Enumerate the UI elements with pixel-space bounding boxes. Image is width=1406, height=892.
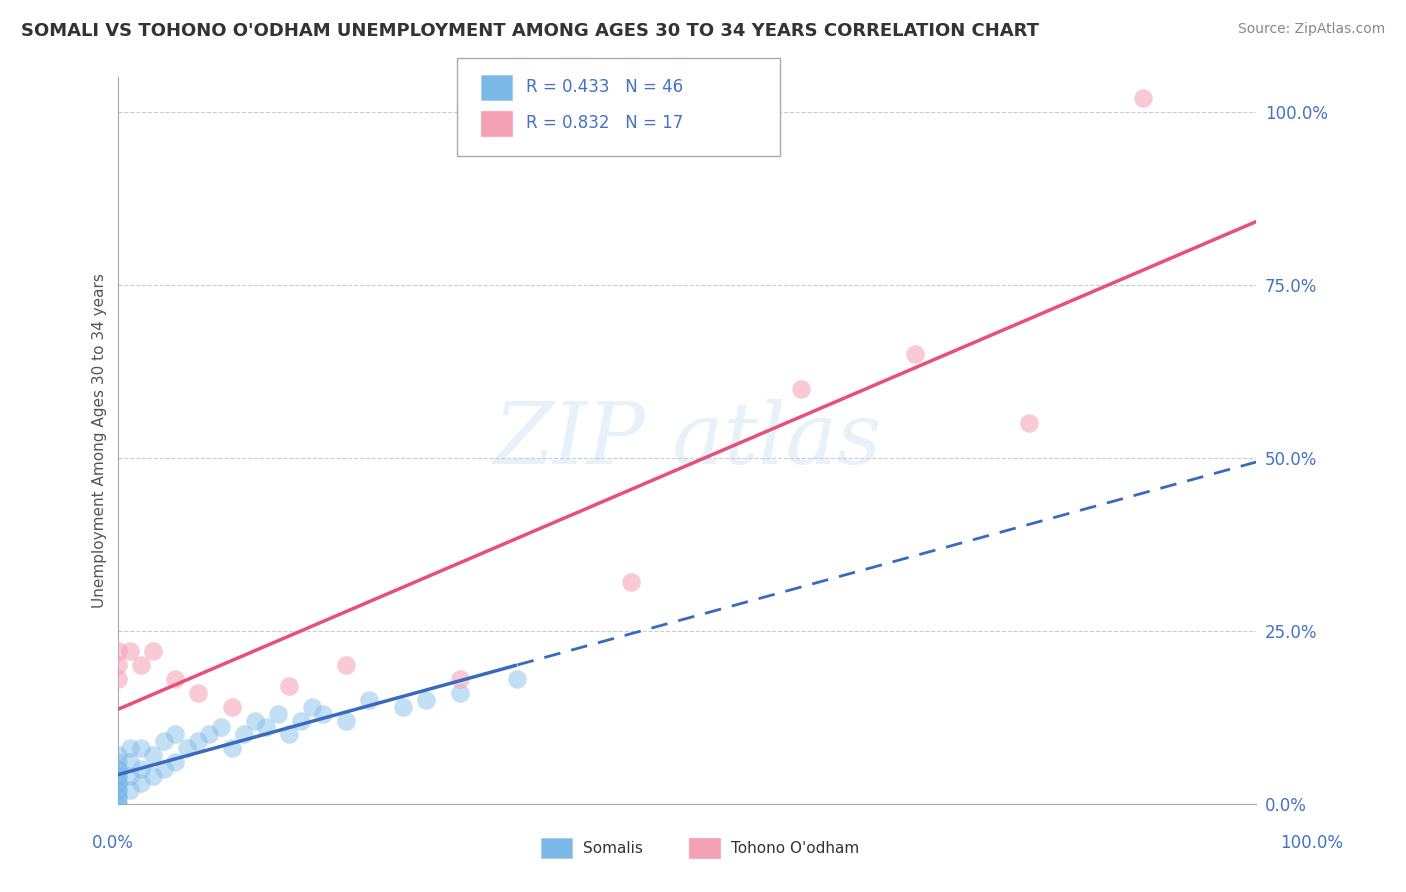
Point [209,721,232,735]
Text: 100.0%: 100.0% [1279,834,1343,852]
Point [221,741,243,756]
Point [107,769,129,783]
Point [232,727,254,741]
Point [278,679,301,693]
Point [312,706,335,721]
Point [107,644,129,658]
Point [107,762,129,776]
Text: SOMALI VS TOHONO O'ODHAM UNEMPLOYMENT AMONG AGES 30 TO 34 YEARS CORRELATION CHAR: SOMALI VS TOHONO O'ODHAM UNEMPLOYMENT AM… [21,22,1039,40]
Point [198,727,221,741]
Text: R = 0.832   N = 17: R = 0.832 N = 17 [526,114,683,132]
Point [267,706,290,721]
Point [107,762,129,776]
Point [357,693,380,707]
Point [107,776,129,790]
Point [187,734,209,748]
Point [278,727,301,741]
Point [129,658,152,673]
Point [129,776,152,790]
Point [290,714,312,728]
Point [790,382,813,396]
Point [107,797,129,811]
Point [107,755,129,769]
Point [118,741,141,756]
Text: Source: ZipAtlas.com: Source: ZipAtlas.com [1237,22,1385,37]
Point [165,755,187,769]
Point [118,644,141,658]
Point [392,699,415,714]
Point [254,721,277,735]
Point [221,699,243,714]
Point [415,693,437,707]
Point [118,782,141,797]
Point [449,686,471,700]
Text: Somalis: Somalis [583,841,644,855]
Point [176,741,198,756]
Point [107,769,129,783]
Text: R = 0.433   N = 46: R = 0.433 N = 46 [526,78,683,96]
Y-axis label: Unemployment Among Ages 30 to 34 years: Unemployment Among Ages 30 to 34 years [93,273,107,608]
Point [118,769,141,783]
Point [449,672,471,686]
Point [904,347,927,361]
Point [107,748,129,763]
Point [107,789,129,804]
Point [107,672,129,686]
Text: Tohono O'odham: Tohono O'odham [731,841,859,855]
Point [107,658,129,673]
Point [107,789,129,804]
Point [142,769,165,783]
Point [107,776,129,790]
Point [129,762,152,776]
Text: 0.0%: 0.0% [91,834,134,852]
Point [1018,416,1040,430]
Point [335,658,357,673]
Text: ZIP atlas: ZIP atlas [494,399,882,482]
Point [153,762,176,776]
Point [187,686,209,700]
Point [107,797,129,811]
Point [165,727,187,741]
Point [142,644,165,658]
Point [142,748,165,763]
Point [335,714,357,728]
Point [506,672,529,686]
Point [301,699,323,714]
Point [107,782,129,797]
Point [129,741,152,756]
Point [118,755,141,769]
Point [153,734,176,748]
Point [619,575,641,590]
Point [1132,91,1154,105]
Point [165,672,187,686]
Point [243,714,266,728]
Point [107,782,129,797]
